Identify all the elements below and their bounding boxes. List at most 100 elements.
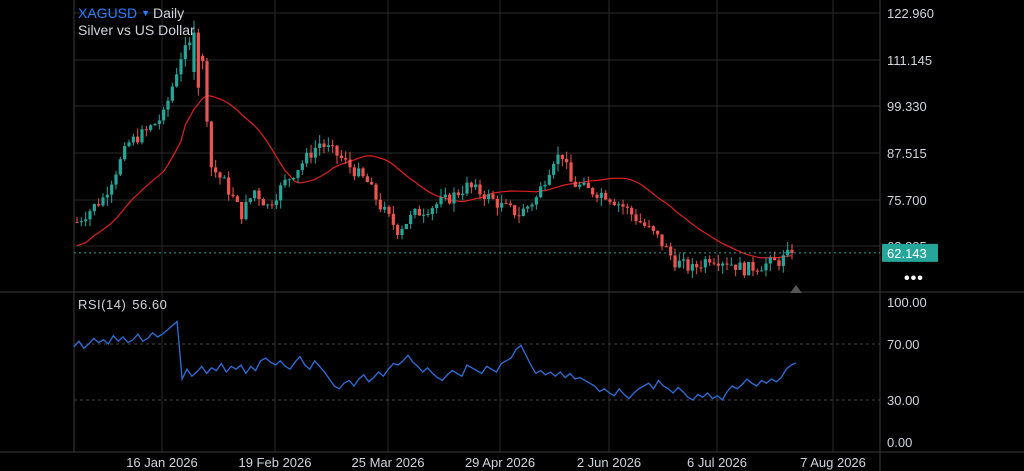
candle-body [166, 100, 170, 110]
chart-subtitle: Silver vs US Dollar [78, 22, 195, 38]
candle [240, 201, 244, 224]
chart-header[interactable]: XAGUSD ▼ Daily [78, 4, 184, 22]
candle [339, 149, 343, 162]
candle [201, 53, 205, 70]
candle-body [586, 182, 590, 189]
candle-body [656, 230, 660, 235]
candle [378, 193, 382, 213]
candle [348, 151, 352, 174]
candle-body [543, 184, 547, 187]
candle-body [547, 174, 551, 185]
candle-body [695, 264, 699, 268]
candle-body [469, 182, 473, 188]
chevron-down-icon[interactable]: ▼ [141, 8, 151, 18]
candle [612, 198, 616, 206]
candle-body [482, 194, 486, 200]
candle [708, 255, 712, 266]
candle [690, 258, 694, 279]
candle-body [383, 206, 387, 210]
candles [75, 20, 794, 279]
candle [227, 171, 231, 201]
candle [725, 257, 729, 271]
candle-body [400, 228, 404, 236]
candle-body [582, 182, 586, 185]
candle [517, 206, 521, 223]
candle-body [647, 225, 651, 227]
candle-body [110, 184, 114, 195]
candle-body [487, 194, 491, 200]
candle-body [179, 59, 183, 75]
candle-body [413, 208, 417, 215]
candle [413, 208, 417, 219]
candle-body [612, 201, 616, 206]
candle [461, 185, 465, 201]
candle [253, 189, 257, 202]
candle [352, 164, 356, 181]
candle-body [201, 55, 205, 62]
candle-body [370, 182, 374, 185]
candle-body [305, 152, 309, 164]
candle-body [708, 259, 712, 263]
candle [110, 180, 114, 203]
candle [84, 211, 88, 227]
candle-body [192, 32, 196, 73]
candle-body [214, 167, 218, 173]
candle [196, 28, 200, 96]
candle-body [777, 260, 781, 266]
candle-body [227, 177, 231, 195]
candle [669, 242, 673, 261]
candle [435, 202, 439, 214]
candle-body [721, 263, 725, 266]
symbol-label[interactable]: XAGUSD [78, 5, 138, 21]
candle-body [578, 184, 582, 187]
candle [144, 125, 148, 137]
candle [621, 199, 625, 215]
candle [374, 182, 378, 206]
price-tick-label: 75.700 [887, 193, 927, 208]
candle [235, 194, 239, 203]
candle [530, 202, 534, 212]
candle [157, 114, 161, 130]
candle [712, 258, 716, 266]
candle [279, 182, 283, 209]
candle [595, 192, 599, 203]
candle [361, 166, 365, 178]
rsi-line [73, 320, 797, 402]
candle-body [781, 255, 785, 266]
candle-body [357, 168, 361, 177]
candle-body [387, 206, 391, 214]
candle-body [712, 262, 716, 264]
candle-body [456, 192, 460, 196]
candle [400, 225, 404, 240]
candle [322, 139, 326, 154]
candle-body [75, 221, 79, 223]
interval-label[interactable]: Daily [153, 5, 185, 21]
date-tick-label: 19 Feb 2026 [238, 455, 311, 470]
candle-body [760, 270, 764, 272]
candle [573, 176, 577, 188]
candle-body [677, 260, 681, 268]
candle-body [79, 221, 83, 223]
candle-body [365, 176, 369, 183]
candle [175, 67, 179, 88]
more-icon[interactable]: ••• [904, 270, 924, 287]
candle [136, 128, 140, 145]
candle-body [313, 147, 317, 158]
candle-body [261, 198, 265, 206]
candle [214, 159, 218, 178]
candle [703, 256, 707, 273]
candle-body [673, 255, 677, 268]
candle-body [773, 257, 777, 261]
candle-body [270, 204, 274, 206]
rsi-label[interactable]: RSI(14) 56.60 [78, 297, 167, 312]
rsi-tick-label: 100.00 [887, 295, 927, 310]
candle-body [253, 190, 257, 199]
candle [500, 194, 504, 212]
candle [643, 218, 647, 228]
candle-body [560, 154, 564, 160]
candle [660, 234, 664, 251]
candle [209, 120, 213, 177]
candle-body [149, 125, 153, 130]
candle-body [84, 219, 88, 222]
rsi-tick-label: 70.00 [887, 337, 920, 352]
